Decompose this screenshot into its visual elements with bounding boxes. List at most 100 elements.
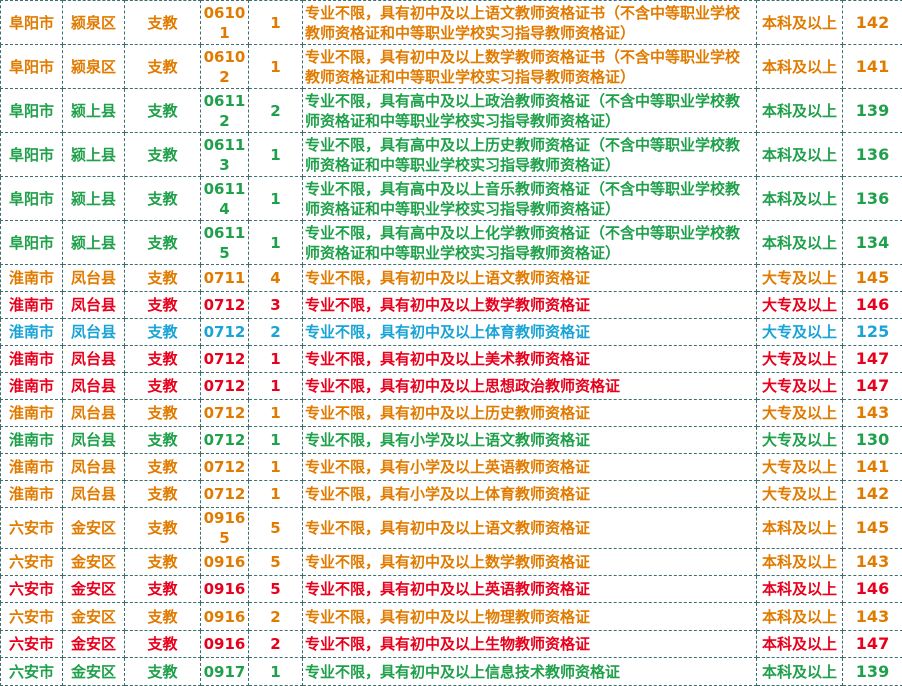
requirement-cell: 专业不限，具有初中及以上物理教师资格证 bbox=[303, 603, 757, 631]
city-cell: 阜阳市 bbox=[1, 221, 63, 265]
count-cell: 1 bbox=[249, 454, 303, 481]
type-cell: 支教 bbox=[125, 292, 201, 319]
type-cell: 支教 bbox=[125, 427, 201, 454]
type-cell: 支教 bbox=[125, 508, 201, 549]
education-cell: 大专及以上 bbox=[757, 373, 843, 400]
district-cell: 颍上县 bbox=[63, 89, 125, 133]
district-cell: 凤台县 bbox=[63, 400, 125, 427]
city-cell: 六安市 bbox=[1, 603, 63, 631]
city-cell: 淮南市 bbox=[1, 481, 63, 508]
table-row: 淮南市 凤台县 支教 0712 1 专业不限，具有初中及以上思想政治教师资格证 … bbox=[1, 373, 902, 400]
district-cell: 金安区 bbox=[63, 549, 125, 576]
requirement-cell: 专业不限，具有初中及以上语文教师资格证 bbox=[303, 265, 757, 292]
table-row: 六安市 金安区 支教 0917 1 专业不限，具有初中及以上信息技术教师资格证 … bbox=[1, 658, 902, 686]
city-cell: 淮南市 bbox=[1, 454, 63, 481]
score-cell: 141 bbox=[843, 45, 902, 89]
type-cell: 支教 bbox=[125, 603, 201, 631]
score-cell: 146 bbox=[843, 292, 902, 319]
count-cell: 5 bbox=[249, 549, 303, 576]
count-cell: 1 bbox=[249, 400, 303, 427]
city-cell: 淮南市 bbox=[1, 265, 63, 292]
requirement-cell: 专业不限，具有高中及以上政治教师资格证（不含中等职业学校教师资格证和中等职业学校… bbox=[303, 89, 757, 133]
code-cell: 0916 bbox=[201, 631, 249, 658]
code-cell: 0712 bbox=[201, 292, 249, 319]
district-cell: 凤台县 bbox=[63, 292, 125, 319]
score-cell: 143 bbox=[843, 549, 902, 576]
table-row: 六安市 金安区 支教 0916 5 专业不限，具有初中及以上数学教师资格证 本科… bbox=[1, 549, 902, 576]
score-cell: 130 bbox=[843, 427, 902, 454]
code-cell: 0712 bbox=[201, 346, 249, 373]
table-row: 淮南市 凤台县 支教 0711 4 专业不限，具有初中及以上语文教师资格证 大专… bbox=[1, 265, 902, 292]
district-cell: 颍上县 bbox=[63, 221, 125, 265]
requirement-cell: 专业不限，具有高中及以上音乐教师资格证（不含中等职业学校教师资格证和中等职业学校… bbox=[303, 177, 757, 221]
score-cell: 147 bbox=[843, 346, 902, 373]
requirement-cell: 专业不限，具有初中及以上美术教师资格证 bbox=[303, 346, 757, 373]
district-cell: 金安区 bbox=[63, 576, 125, 603]
city-cell: 淮南市 bbox=[1, 400, 63, 427]
score-cell: 141 bbox=[843, 454, 902, 481]
district-cell: 颍上县 bbox=[63, 177, 125, 221]
education-cell: 本科及以上 bbox=[757, 177, 843, 221]
education-cell: 本科及以上 bbox=[757, 549, 843, 576]
type-cell: 支教 bbox=[125, 221, 201, 265]
city-cell: 淮南市 bbox=[1, 292, 63, 319]
score-cell: 145 bbox=[843, 508, 902, 549]
type-cell: 支教 bbox=[125, 45, 201, 89]
district-cell: 颍上县 bbox=[63, 133, 125, 177]
requirement-cell: 专业不限，具有小学及以上语文教师资格证 bbox=[303, 427, 757, 454]
education-cell: 本科及以上 bbox=[757, 631, 843, 658]
education-cell: 本科及以上 bbox=[757, 658, 843, 686]
education-cell: 大专及以上 bbox=[757, 481, 843, 508]
city-cell: 阜阳市 bbox=[1, 1, 63, 45]
count-cell: 1 bbox=[249, 45, 303, 89]
code-cell: 0916 bbox=[201, 576, 249, 603]
table-row: 淮南市 凤台县 支教 0712 1 专业不限，具有初中及以上美术教师资格证 大专… bbox=[1, 346, 902, 373]
city-cell: 淮南市 bbox=[1, 319, 63, 346]
requirement-cell: 专业不限，具有初中及以上历史教师资格证 bbox=[303, 400, 757, 427]
score-cell: 134 bbox=[843, 221, 902, 265]
type-cell: 支教 bbox=[125, 177, 201, 221]
code-cell: 0712 bbox=[201, 373, 249, 400]
district-cell: 金安区 bbox=[63, 658, 125, 686]
type-cell: 支教 bbox=[125, 346, 201, 373]
education-cell: 本科及以上 bbox=[757, 576, 843, 603]
score-cell: 139 bbox=[843, 658, 902, 686]
count-cell: 5 bbox=[249, 508, 303, 549]
type-cell: 支教 bbox=[125, 400, 201, 427]
count-cell: 5 bbox=[249, 576, 303, 603]
requirement-cell: 专业不限，具有初中及以上数学教师资格证 bbox=[303, 549, 757, 576]
city-cell: 淮南市 bbox=[1, 427, 63, 454]
count-cell: 2 bbox=[249, 319, 303, 346]
score-cell: 142 bbox=[843, 1, 902, 45]
city-cell: 阜阳市 bbox=[1, 133, 63, 177]
requirement-cell: 专业不限，具有初中及以上数学教师资格证 bbox=[303, 292, 757, 319]
education-cell: 大专及以上 bbox=[757, 346, 843, 373]
code-cell: 0712 bbox=[201, 454, 249, 481]
district-cell: 凤台县 bbox=[63, 265, 125, 292]
type-cell: 支教 bbox=[125, 133, 201, 177]
score-cell: 139 bbox=[843, 89, 902, 133]
requirement-cell: 专业不限，具有初中及以上英语教师资格证 bbox=[303, 576, 757, 603]
district-cell: 凤台县 bbox=[63, 346, 125, 373]
education-cell: 本科及以上 bbox=[757, 1, 843, 45]
type-cell: 支教 bbox=[125, 481, 201, 508]
district-cell: 凤台县 bbox=[63, 319, 125, 346]
requirement-cell: 专业不限，具有高中及以上化学教师资格证（不含中等职业学校教师资格证和中等职业学校… bbox=[303, 221, 757, 265]
requirement-cell: 专业不限，具有初中及以上语文教师资格证书（不含中等职业学校教师资格证和中等职业学… bbox=[303, 1, 757, 45]
education-cell: 本科及以上 bbox=[757, 45, 843, 89]
district-cell: 金安区 bbox=[63, 603, 125, 631]
table-row: 淮南市 凤台县 支教 0712 1 专业不限，具有小学及以上英语教师资格证 大专… bbox=[1, 454, 902, 481]
city-cell: 阜阳市 bbox=[1, 177, 63, 221]
score-cell: 147 bbox=[843, 631, 902, 658]
type-cell: 支教 bbox=[125, 89, 201, 133]
code-cell: 0712 bbox=[201, 481, 249, 508]
score-cell: 146 bbox=[843, 576, 902, 603]
city-cell: 淮南市 bbox=[1, 346, 63, 373]
